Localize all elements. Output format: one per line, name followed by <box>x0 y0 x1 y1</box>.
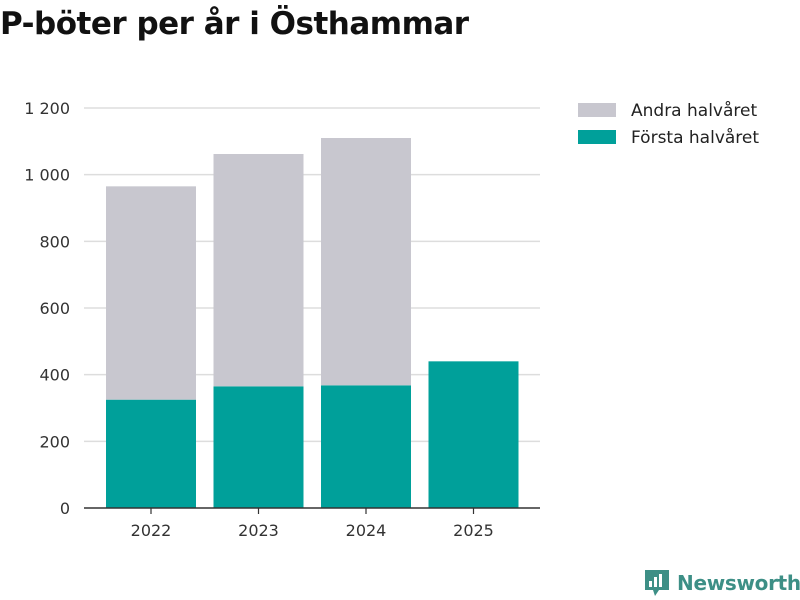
brand-logo: Newsworthy <box>643 568 800 598</box>
y-tick-label: 200 <box>39 432 70 451</box>
bar-andra-2023 <box>213 154 304 387</box>
bar-forsta-2025 <box>428 361 519 508</box>
y-tick-label: 1 000 <box>24 166 70 185</box>
bar-forsta-2022 <box>106 399 196 508</box>
brand-name: Newsworthy <box>677 571 800 595</box>
bar-forsta-2023 <box>213 386 304 508</box>
newsworthy-logo-icon <box>645 570 669 596</box>
legend-swatch <box>578 103 616 117</box>
y-tick-label: 0 <box>60 499 70 518</box>
chart-title: P-böter per år i Östhammar <box>0 6 469 42</box>
x-tick-label: 2022 <box>131 521 172 540</box>
y-tick-label: 800 <box>39 232 70 251</box>
x-tick-label: 2024 <box>346 521 387 540</box>
y-tick-label: 400 <box>39 366 70 385</box>
bar-andra-2022 <box>106 186 196 400</box>
bar-forsta-2024 <box>321 385 411 508</box>
y-tick-label: 600 <box>39 299 70 318</box>
x-tick-label: 2025 <box>453 521 494 540</box>
bars <box>106 138 519 508</box>
legend-swatch <box>578 130 616 144</box>
legend-label: Första halvåret <box>631 127 759 148</box>
legend: Andra halvåret Första halvåret <box>578 100 759 148</box>
x-axis: 2022 2023 2024 2025 <box>84 507 540 540</box>
y-tick-label: 1 200 <box>24 99 70 118</box>
legend-label: Andra halvåret <box>631 100 757 121</box>
x-tick-label: 2023 <box>238 521 279 540</box>
y-axis: 0 200 400 600 800 1 000 1 200 <box>24 99 70 518</box>
bar-andra-2024 <box>321 138 411 386</box>
